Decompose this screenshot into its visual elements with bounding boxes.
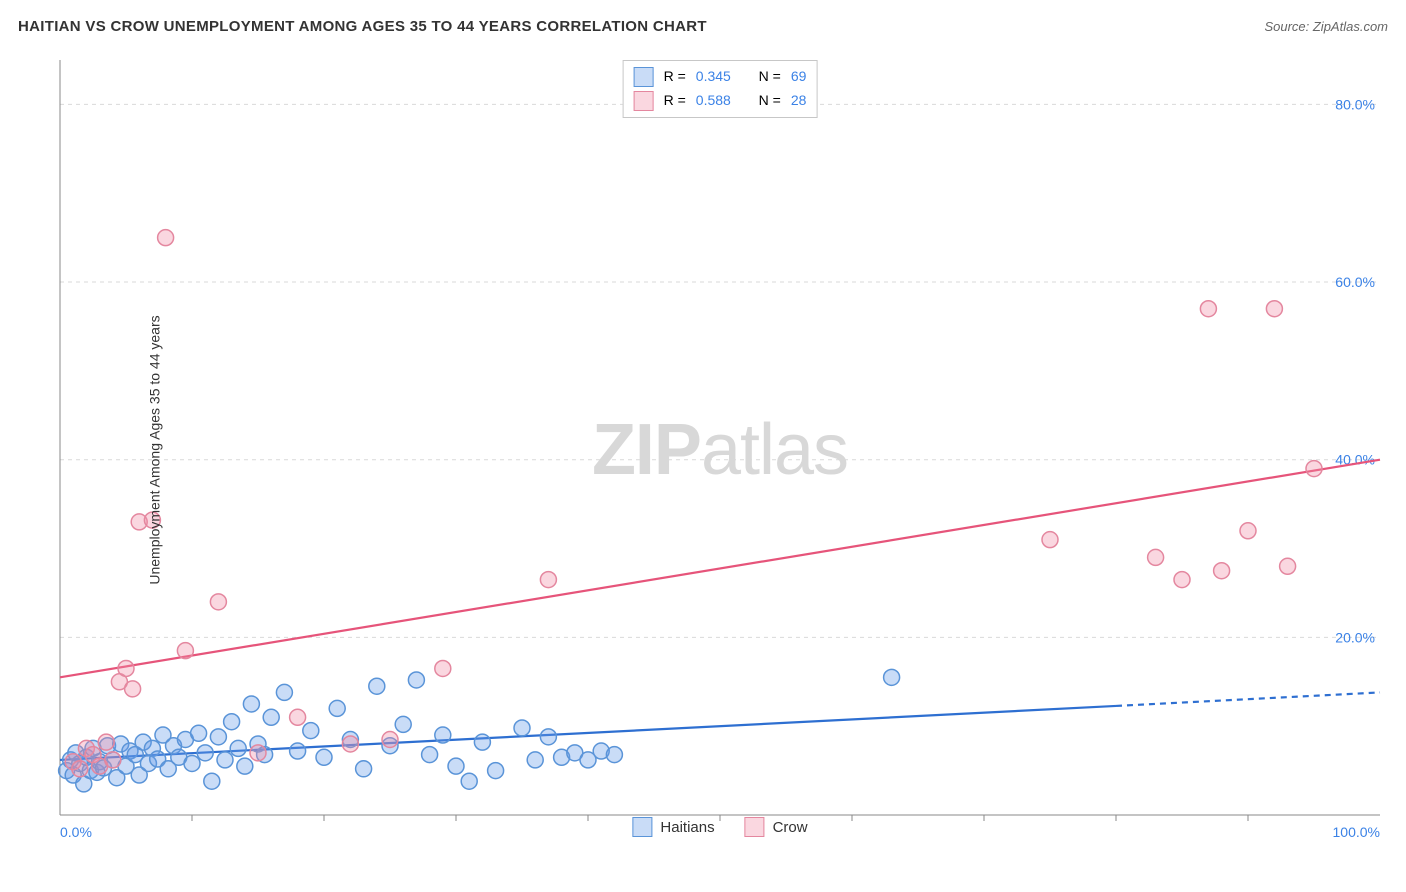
swatch-crow bbox=[634, 91, 654, 111]
chart-container: Unemployment Among Ages 35 to 44 years 2… bbox=[50, 55, 1390, 845]
stat-n-label: N = bbox=[759, 89, 781, 113]
svg-text:60.0%: 60.0% bbox=[1335, 274, 1375, 290]
legend-label-crow: Crow bbox=[773, 819, 808, 836]
series-legend: Haitians Crow bbox=[632, 817, 807, 837]
stat-n-label: N = bbox=[759, 65, 781, 89]
svg-text:100.0%: 100.0% bbox=[1333, 824, 1380, 840]
stat-r-value-crow: 0.588 bbox=[696, 89, 731, 113]
legend-label-haitians: Haitians bbox=[660, 819, 714, 836]
scatter-chart: 20.0%40.0%60.0%80.0%0.0%100.0% bbox=[50, 55, 1390, 845]
swatch-haitians bbox=[634, 67, 654, 87]
stat-n-value-haitians: 69 bbox=[791, 65, 807, 89]
legend-item-haitians: Haitians bbox=[632, 817, 714, 837]
stat-n-value-crow: 28 bbox=[791, 89, 807, 113]
legend-swatch-haitians bbox=[632, 817, 652, 837]
stats-legend: R = 0.345 N = 69 R = 0.588 N = 28 bbox=[623, 60, 818, 118]
svg-text:0.0%: 0.0% bbox=[60, 824, 92, 840]
stats-row-haitians: R = 0.345 N = 69 bbox=[634, 65, 807, 89]
svg-text:80.0%: 80.0% bbox=[1335, 96, 1375, 112]
svg-text:20.0%: 20.0% bbox=[1335, 629, 1375, 645]
stats-row-crow: R = 0.588 N = 28 bbox=[634, 89, 807, 113]
y-axis-title: Unemployment Among Ages 35 to 44 years bbox=[147, 315, 163, 584]
legend-swatch-crow bbox=[745, 817, 765, 837]
stat-r-label: R = bbox=[664, 65, 686, 89]
stat-r-value-haitians: 0.345 bbox=[696, 65, 731, 89]
source-attribution: Source: ZipAtlas.com bbox=[1264, 19, 1388, 34]
chart-title: HAITIAN VS CROW UNEMPLOYMENT AMONG AGES … bbox=[18, 18, 707, 35]
stat-r-label: R = bbox=[664, 89, 686, 113]
legend-item-crow: Crow bbox=[745, 817, 808, 837]
chart-header: HAITIAN VS CROW UNEMPLOYMENT AMONG AGES … bbox=[18, 18, 1388, 35]
